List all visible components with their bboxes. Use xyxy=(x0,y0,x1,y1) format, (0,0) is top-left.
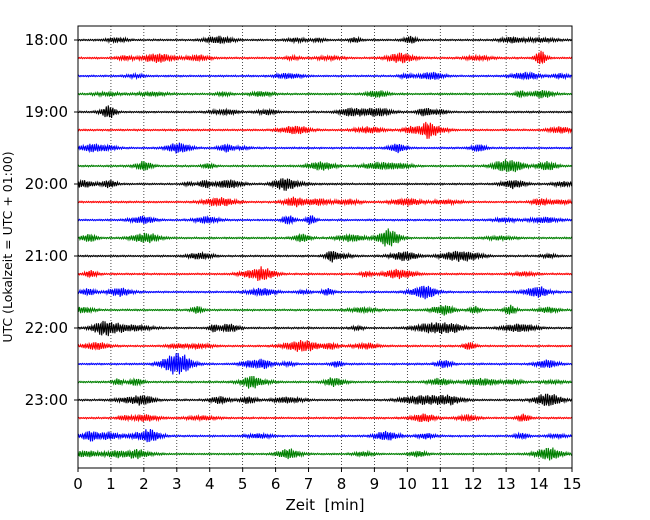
trace-2345 xyxy=(77,447,573,461)
trace-1845 xyxy=(77,89,573,99)
x-tick-label: 9 xyxy=(370,475,380,493)
x-tick-label: 5 xyxy=(238,475,248,493)
trace-1815 xyxy=(77,50,573,65)
x-tick-label: 6 xyxy=(271,475,281,493)
trace-1915 xyxy=(77,121,573,139)
trace-2130 xyxy=(77,285,573,300)
x-tick-label: 12 xyxy=(464,475,483,493)
y-tick-label: 18:00 xyxy=(25,31,68,49)
trace-1945 xyxy=(77,159,573,173)
x-tick-label: 2 xyxy=(139,475,149,493)
trace-2100 xyxy=(77,250,573,263)
trace-1800 xyxy=(77,35,573,45)
y-tick-label: 22:00 xyxy=(25,319,68,337)
x-tick-label: 15 xyxy=(562,475,581,493)
trace-2030 xyxy=(77,215,573,226)
trace-2145 xyxy=(77,304,573,316)
y-tick-label: 23:00 xyxy=(25,391,68,409)
y-axis-ticks: 18:00 19:00 20:00 21:00 22:00 23:00 xyxy=(25,31,78,409)
trace-1930 xyxy=(77,142,573,154)
y-tick-label: 21:00 xyxy=(25,247,68,265)
y-tick-label: 20:00 xyxy=(25,175,68,193)
trace-2115 xyxy=(77,266,573,281)
x-axis-label: Zeit [min] xyxy=(285,496,364,514)
x-tick-label: 10 xyxy=(398,475,417,493)
x-tick-label: 8 xyxy=(337,475,347,493)
trace-2245 xyxy=(77,375,573,389)
y-tick-label: 19:00 xyxy=(25,103,68,121)
x-tick-label: 0 xyxy=(73,475,83,493)
trace-2200 xyxy=(77,320,573,337)
x-tick-label: 3 xyxy=(172,475,182,493)
trace-2215 xyxy=(77,339,573,352)
x-tick-label: 13 xyxy=(497,475,516,493)
trace-2230 xyxy=(77,353,573,375)
x-tick-label: 1 xyxy=(106,475,116,493)
x-axis-ticks: 0 1 2 3 4 5 6 7 8 9 10 11 12 13 14 15 xyxy=(73,468,582,493)
plot-background xyxy=(78,26,572,468)
trace-2300 xyxy=(77,393,573,407)
trace-2045 xyxy=(77,228,573,247)
trace-1900 xyxy=(77,105,573,118)
y-axis-label: UTC (Lokalzeit = UTC + 01:00) xyxy=(0,151,15,342)
x-tick-label: 7 xyxy=(304,475,314,493)
trace-2000 xyxy=(77,178,573,191)
x-tick-label: 14 xyxy=(530,475,549,493)
x-tick-label: 11 xyxy=(431,475,450,493)
x-tick-label: 4 xyxy=(205,475,215,493)
trace-1830 xyxy=(77,71,573,81)
plot-frame xyxy=(77,25,573,469)
seismic-traces xyxy=(77,35,573,461)
trace-2015 xyxy=(77,196,573,208)
trace-2315 xyxy=(77,413,573,423)
trace-2330 xyxy=(77,428,573,443)
